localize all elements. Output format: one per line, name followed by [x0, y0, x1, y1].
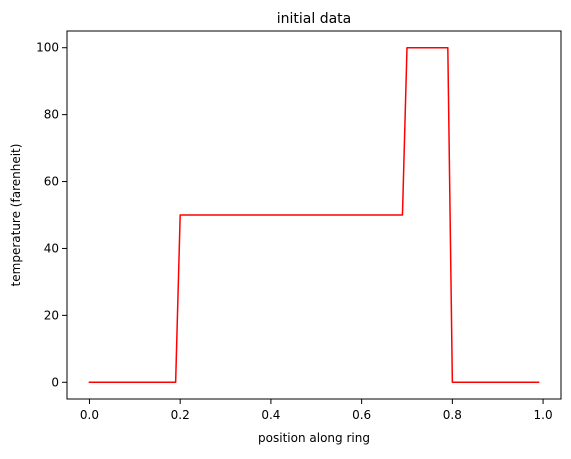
x-tick-label: 0.6 — [352, 408, 371, 422]
y-tick-label: 20 — [44, 308, 59, 322]
x-axis-label: position along ring — [258, 431, 370, 445]
y-tick-label: 40 — [44, 241, 59, 255]
plot-area — [66, 30, 562, 400]
x-tick-label: 0.4 — [261, 408, 280, 422]
y-tick-label: 60 — [44, 175, 59, 189]
x-axis-ticks: 0.0 0.2 0.4 0.6 0.8 1.0 — [80, 399, 553, 422]
plot-frame — [66, 30, 562, 400]
y-tick-label: 0 — [51, 375, 59, 389]
y-axis-label: temperature (farenheit) — [9, 144, 23, 287]
y-axis-ticks: 0 20 40 60 80 100 — [36, 41, 67, 389]
series-layer — [88, 46, 540, 384]
x-tick-label: 0.8 — [443, 408, 462, 422]
x-tick-label: 1.0 — [534, 408, 553, 422]
x-tick-label: 0.0 — [80, 408, 99, 422]
series-line — [88, 46, 540, 384]
chart-title: initial data — [277, 11, 351, 27]
x-tick-label: 0.2 — [171, 408, 190, 422]
y-tick-label: 80 — [44, 108, 59, 122]
y-tick-label: 100 — [36, 41, 59, 55]
